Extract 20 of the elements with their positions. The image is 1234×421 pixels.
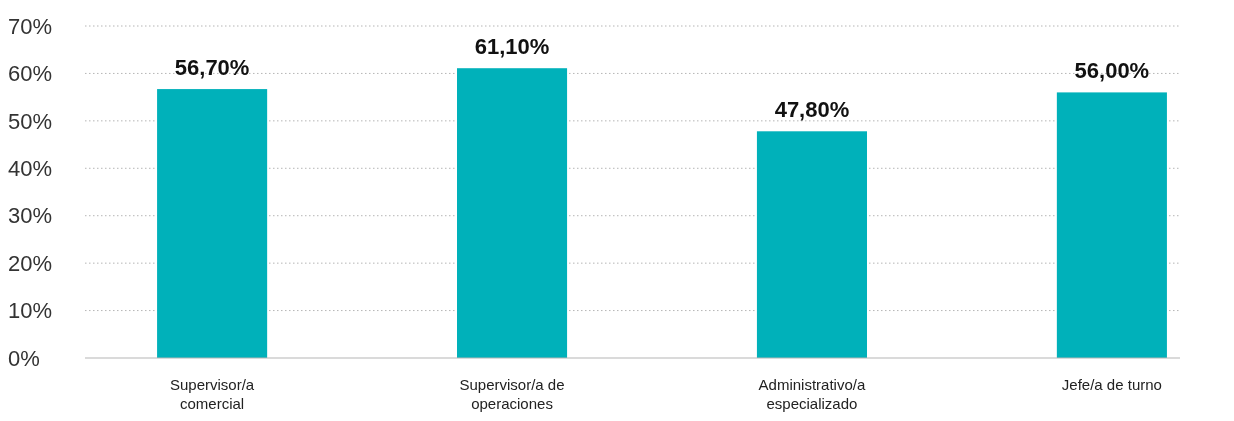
- y-tick-label: 30%: [8, 203, 53, 229]
- bar: [157, 89, 268, 358]
- y-tick-label: 50%: [8, 108, 53, 134]
- data-label: 56,70%: [174, 55, 250, 81]
- y-tick-label: 40%: [8, 155, 53, 181]
- x-tick-label: Supervisor/a de operaciones: [459, 376, 565, 412]
- x-tick-label: Administrativo/a especializado: [758, 376, 866, 412]
- bar: [756, 131, 867, 358]
- data-label: 61,10%: [474, 34, 550, 60]
- y-tick-label: 0%: [8, 345, 40, 371]
- data-label: 47,80%: [774, 97, 850, 123]
- y-tick-label: 20%: [8, 250, 53, 276]
- x-tick-label: Supervisor/a comercial: [170, 376, 255, 412]
- y-tick-label: 70%: [8, 13, 53, 39]
- data-label: 56,00%: [1074, 58, 1150, 84]
- bar: [457, 68, 568, 358]
- bar: [1056, 92, 1167, 358]
- y-tick-label: 10%: [8, 298, 53, 324]
- x-tick-label: Jefe/a de turno: [1061, 376, 1162, 393]
- y-tick-label: 60%: [8, 61, 53, 87]
